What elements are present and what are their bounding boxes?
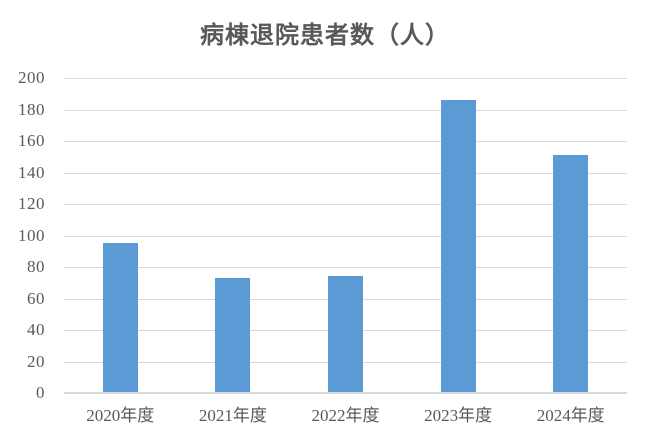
y-tick-label: 180 bbox=[18, 99, 45, 119]
gridline bbox=[64, 267, 627, 268]
x-axis-labels: 2020年度 2021年度 2022年度 2023年度 2024年度 bbox=[64, 405, 627, 431]
gridline bbox=[64, 78, 627, 79]
y-tick-label: 140 bbox=[18, 162, 45, 182]
y-tick-label: 100 bbox=[18, 225, 45, 245]
bar-2020年度 bbox=[102, 243, 138, 393]
chart-title: 病棟退院患者数（人） bbox=[200, 22, 450, 49]
x-tick-label: 2023年度 bbox=[424, 406, 493, 425]
bar-2024年度 bbox=[553, 155, 589, 393]
bar-2023年度 bbox=[440, 100, 476, 393]
gridline bbox=[64, 235, 627, 237]
x-axis-line bbox=[64, 392, 627, 394]
y-tick-label: 40 bbox=[27, 320, 45, 339]
plot-area bbox=[64, 78, 627, 394]
gridline bbox=[64, 172, 627, 174]
bar-2021年度 bbox=[215, 278, 251, 393]
y-tick-label: 0 bbox=[36, 383, 45, 402]
gridline bbox=[64, 204, 627, 205]
y-axis-labels: 0 20 40 60 80 100 120 140 160 180 200 bbox=[0, 0, 45, 443]
y-tick-label: 20 bbox=[27, 351, 45, 371]
y-tick-label: 80 bbox=[27, 257, 45, 276]
y-tick-label: 60 bbox=[27, 288, 45, 308]
x-tick-label: 2021年度 bbox=[198, 406, 267, 425]
y-tick-label: 120 bbox=[18, 194, 45, 213]
x-tick-label: 2024年度 bbox=[536, 406, 605, 425]
x-tick-label: 2020年度 bbox=[86, 406, 155, 425]
bar-2022年度 bbox=[328, 276, 363, 393]
x-tick-label: 2022年度 bbox=[311, 406, 380, 425]
y-tick-label: 160 bbox=[18, 131, 45, 150]
gridline bbox=[64, 109, 627, 111]
gridline bbox=[64, 141, 627, 142]
y-tick-label: 200 bbox=[18, 68, 45, 87]
